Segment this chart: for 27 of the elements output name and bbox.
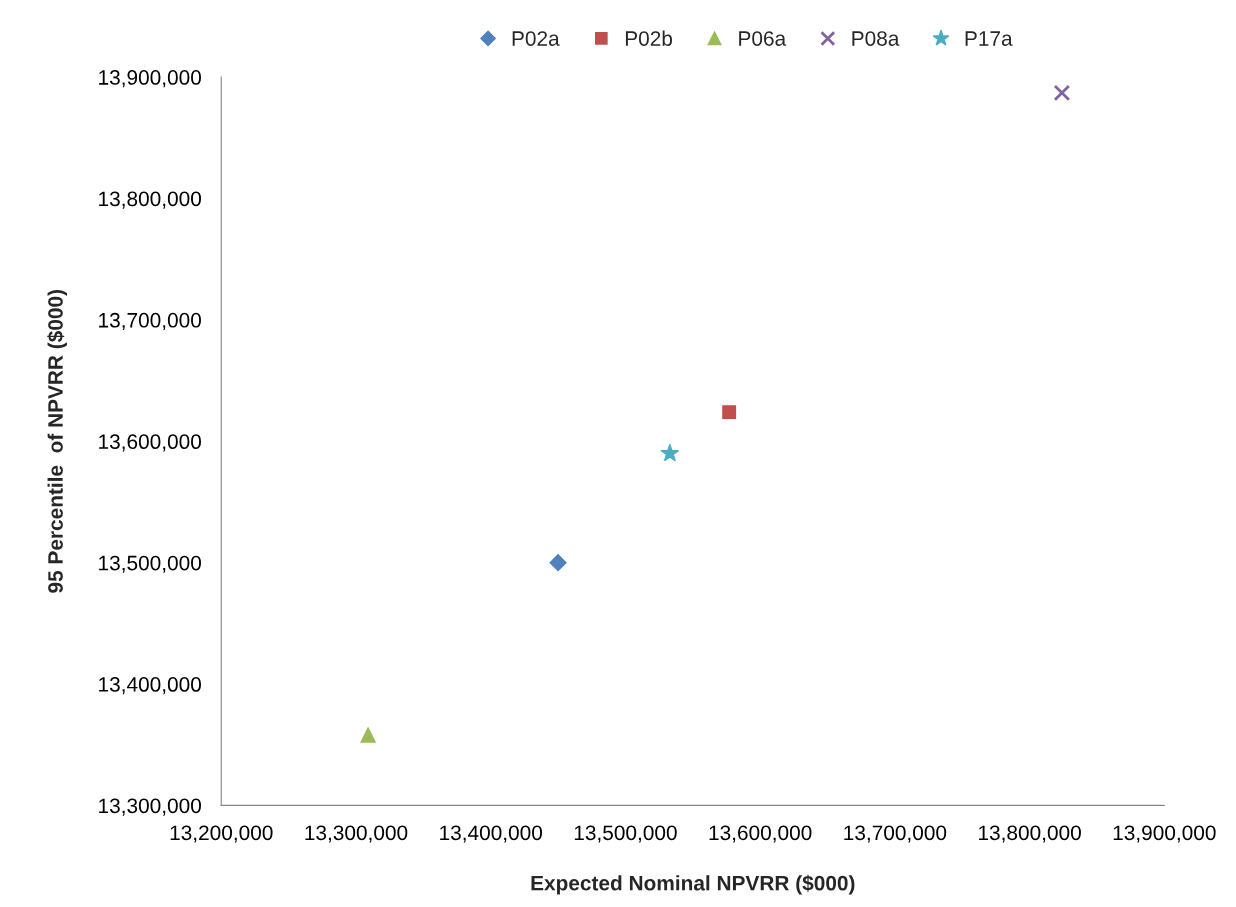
point bbox=[660, 443, 680, 462]
point bbox=[722, 405, 737, 420]
x-tick-label: 13,600,000 bbox=[709, 825, 812, 843]
legend-label: P02b bbox=[625, 30, 673, 46]
y-tick-label: 13,300,000 bbox=[99, 798, 201, 816]
y-tick-label: 13,500,000 bbox=[99, 555, 201, 573]
legend-label: P02a bbox=[512, 31, 560, 46]
x-tick-label: 13,800,000 bbox=[979, 825, 1081, 843]
y-tick-label: 13,600,000 bbox=[99, 434, 201, 452]
x-tick-label: 13,700,000 bbox=[844, 825, 947, 843]
x-tick-label: 13,300,000 bbox=[305, 825, 408, 843]
y-axis-title: 95 Percentile of NPVRR ($000) bbox=[47, 290, 67, 593]
x-axis-title: Expected Nominal NPVRR ($000) bbox=[531, 874, 855, 895]
point bbox=[360, 727, 376, 743]
legend-label: P17a bbox=[965, 31, 1013, 46]
x-tick-label: 13,200,000 bbox=[170, 825, 273, 843]
x-tick-label: 13,400,000 bbox=[440, 825, 543, 843]
point bbox=[1053, 84, 1071, 102]
y-tick-label: 13,700,000 bbox=[99, 312, 201, 331]
point bbox=[549, 554, 567, 572]
legend-label: P08a bbox=[852, 31, 900, 46]
x-tick-label: 13,500,000 bbox=[574, 825, 677, 843]
legend-label: P06a bbox=[739, 31, 787, 46]
y-tick-label: 13,400,000 bbox=[99, 677, 201, 695]
y-tick-label: 13,800,000 bbox=[99, 191, 201, 209]
y-tick-label: 13,900,000 bbox=[99, 70, 201, 88]
x-tick-label: 13,900,000 bbox=[1113, 825, 1216, 843]
